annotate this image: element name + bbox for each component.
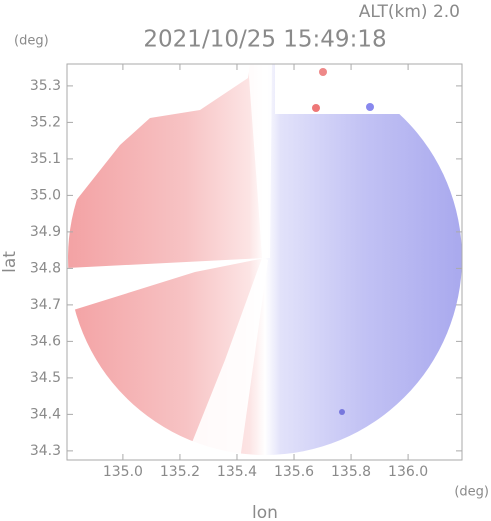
y-tick-label: 34.5 <box>30 370 61 386</box>
y-tick-label: 34.8 <box>30 260 61 276</box>
x-tick-label: 136.0 <box>388 464 428 480</box>
y-tick-label: 34.6 <box>30 333 61 349</box>
y-label: lat <box>0 251 20 273</box>
x-tick-label: 135.4 <box>217 464 257 480</box>
plot-frame <box>66 63 463 461</box>
chart-title: 2021/10/25 15:49:18 <box>143 27 386 53</box>
y-tick-label: 35.3 <box>30 78 61 94</box>
y-tick-label: 34.4 <box>30 406 61 422</box>
x-label: lon <box>252 503 278 521</box>
x-tick-label: 135.0 <box>103 464 143 480</box>
x-tick-label: 135.8 <box>331 464 371 480</box>
radar-field <box>67 64 462 460</box>
y-tick-label: 34.7 <box>30 297 61 313</box>
x-tick-label: 135.6 <box>274 464 314 480</box>
y-unit: (deg) <box>14 34 49 49</box>
x-tick-label: 135.2 <box>160 464 200 480</box>
y-tick-label: 35.2 <box>30 114 61 130</box>
y-tick-label: 35.0 <box>30 187 61 203</box>
y-tick-label: 34.3 <box>30 443 61 459</box>
x-unit: (deg) <box>454 485 489 500</box>
altitude: ALT(km) 2.0 <box>359 2 460 22</box>
y-tick-label: 35.1 <box>30 151 61 167</box>
y-tick-label: 34.9 <box>30 224 61 240</box>
